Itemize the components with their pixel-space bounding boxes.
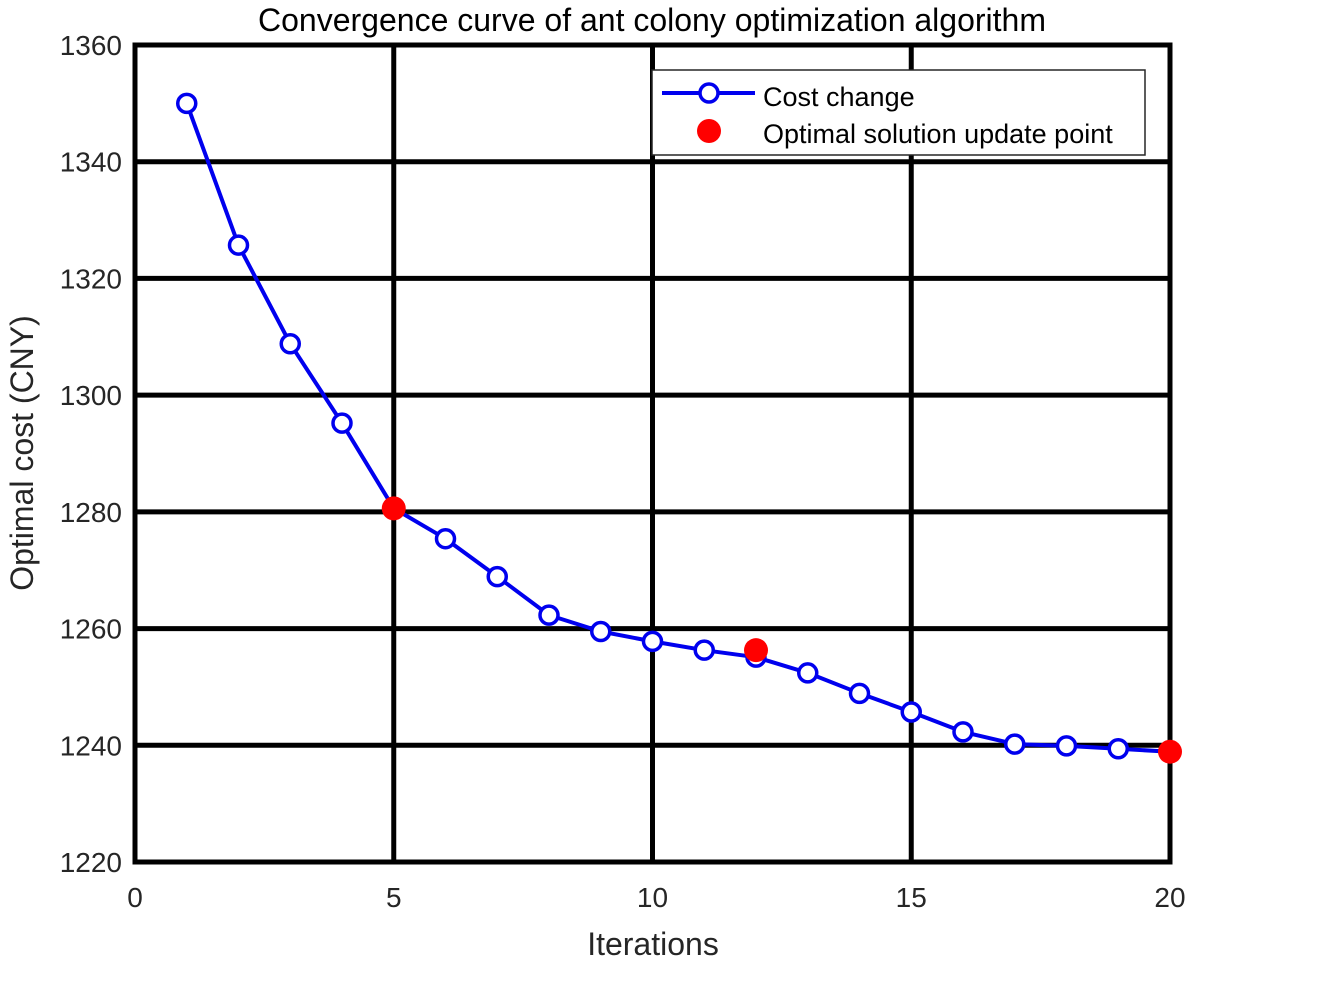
legend-dot-swatch bbox=[697, 119, 721, 143]
optimal-update-point bbox=[744, 638, 768, 663]
legend: Cost change Optimal solution update poin… bbox=[651, 69, 1146, 156]
cost-change-point bbox=[797, 662, 819, 684]
cost-change-point bbox=[952, 721, 974, 743]
x-tick-label: 0 bbox=[127, 882, 143, 913]
cost-change-point bbox=[900, 701, 922, 723]
cost-change-point bbox=[331, 412, 353, 434]
cost-change-point bbox=[538, 604, 560, 626]
y-tick-label: 1240 bbox=[60, 730, 122, 761]
cost-change-point bbox=[227, 234, 250, 256]
y-tick-label: 1320 bbox=[60, 263, 122, 294]
cost-change-point bbox=[590, 620, 612, 643]
x-tick-label: 15 bbox=[896, 882, 927, 913]
grid-lines bbox=[132, 42, 1173, 865]
cost-change-point bbox=[1055, 735, 1078, 757]
y-axis-label: Optimal cost (CNY) bbox=[4, 315, 40, 591]
cost-change-point bbox=[693, 639, 715, 661]
y-tick-label: 1280 bbox=[60, 497, 122, 528]
legend-box bbox=[651, 69, 1146, 156]
x-tick-label: 10 bbox=[637, 882, 668, 913]
cost-change-point bbox=[434, 527, 457, 550]
tick-labels: 0 5 10 15 20 1220 1240 1260 1280 1300 1320 1340 1360 bbox=[60, 30, 1186, 913]
cost-change-point bbox=[641, 630, 664, 653]
cost-change-point bbox=[486, 565, 508, 588]
data-series bbox=[176, 92, 1182, 764]
y-tick-label: 1220 bbox=[60, 847, 122, 878]
cost-change-point bbox=[279, 333, 301, 355]
plot-frame bbox=[132, 42, 1173, 865]
y-tick-label: 1340 bbox=[60, 147, 122, 178]
y-tick-label: 1360 bbox=[60, 30, 122, 61]
legend-circle-swatch bbox=[698, 82, 720, 104]
x-tick-label: 5 bbox=[386, 882, 402, 913]
y-tick-label: 1260 bbox=[60, 614, 122, 645]
legend-label-update-point: Optimal solution update point bbox=[763, 119, 1113, 149]
cost-change-point bbox=[176, 92, 198, 115]
cost-change-point bbox=[848, 682, 871, 705]
chart-title: Convergence curve of ant colony optimiza… bbox=[258, 2, 1046, 38]
legend-label-cost-change: Cost change bbox=[763, 82, 915, 112]
optimal-update-point bbox=[381, 496, 406, 521]
optimal-update-point bbox=[1158, 739, 1182, 764]
x-axis-label: Iterations bbox=[587, 926, 719, 962]
cost-change-point bbox=[1107, 738, 1129, 760]
y-tick-label: 1300 bbox=[60, 380, 122, 411]
x-tick-label: 20 bbox=[1154, 882, 1185, 913]
cost-change-point bbox=[1004, 733, 1026, 755]
